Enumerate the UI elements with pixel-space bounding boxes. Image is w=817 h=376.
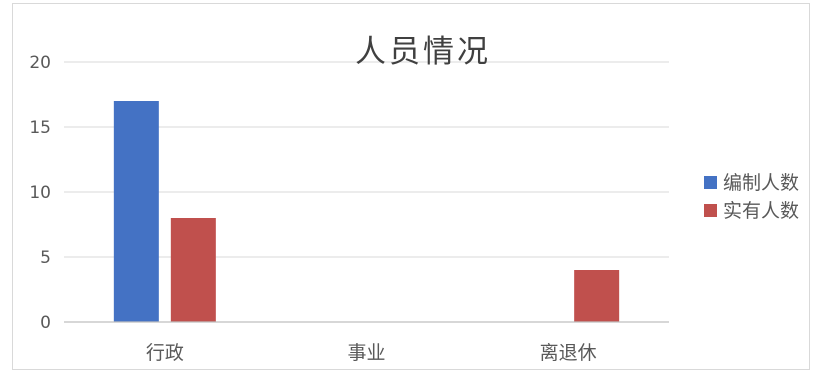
y-tick-label-0: 0 <box>40 313 51 333</box>
y-tick-label-5: 5 <box>40 248 51 268</box>
bars-layer <box>113 101 620 322</box>
bar-actual-2 <box>574 270 620 322</box>
axis-layer: 0 5 10 15 20 行政 事业 离退休 <box>29 53 669 364</box>
legend-label-1: 实有人数 <box>723 200 799 222</box>
chart-frame: 0 5 10 15 20 行政 事业 离退休 人员情况 编制人数实有人数 <box>12 3 810 370</box>
bar-actual-0 <box>170 218 216 322</box>
x-category-label-2: 离退休 <box>540 342 597 364</box>
y-tick-label-10: 10 <box>29 183 51 203</box>
chart-title: 人员情况 <box>355 34 491 70</box>
legend-swatch-0 <box>704 176 717 189</box>
y-tick-label-20: 20 <box>29 53 51 73</box>
grid-layer <box>64 61 669 258</box>
legend-swatch-1 <box>704 204 717 217</box>
x-category-label-1: 事业 <box>347 342 385 364</box>
bar-planned-0 <box>113 101 159 322</box>
y-tick-label-15: 15 <box>29 118 51 138</box>
x-category-label-0: 行政 <box>146 342 184 364</box>
legend-label-0: 编制人数 <box>723 172 799 194</box>
